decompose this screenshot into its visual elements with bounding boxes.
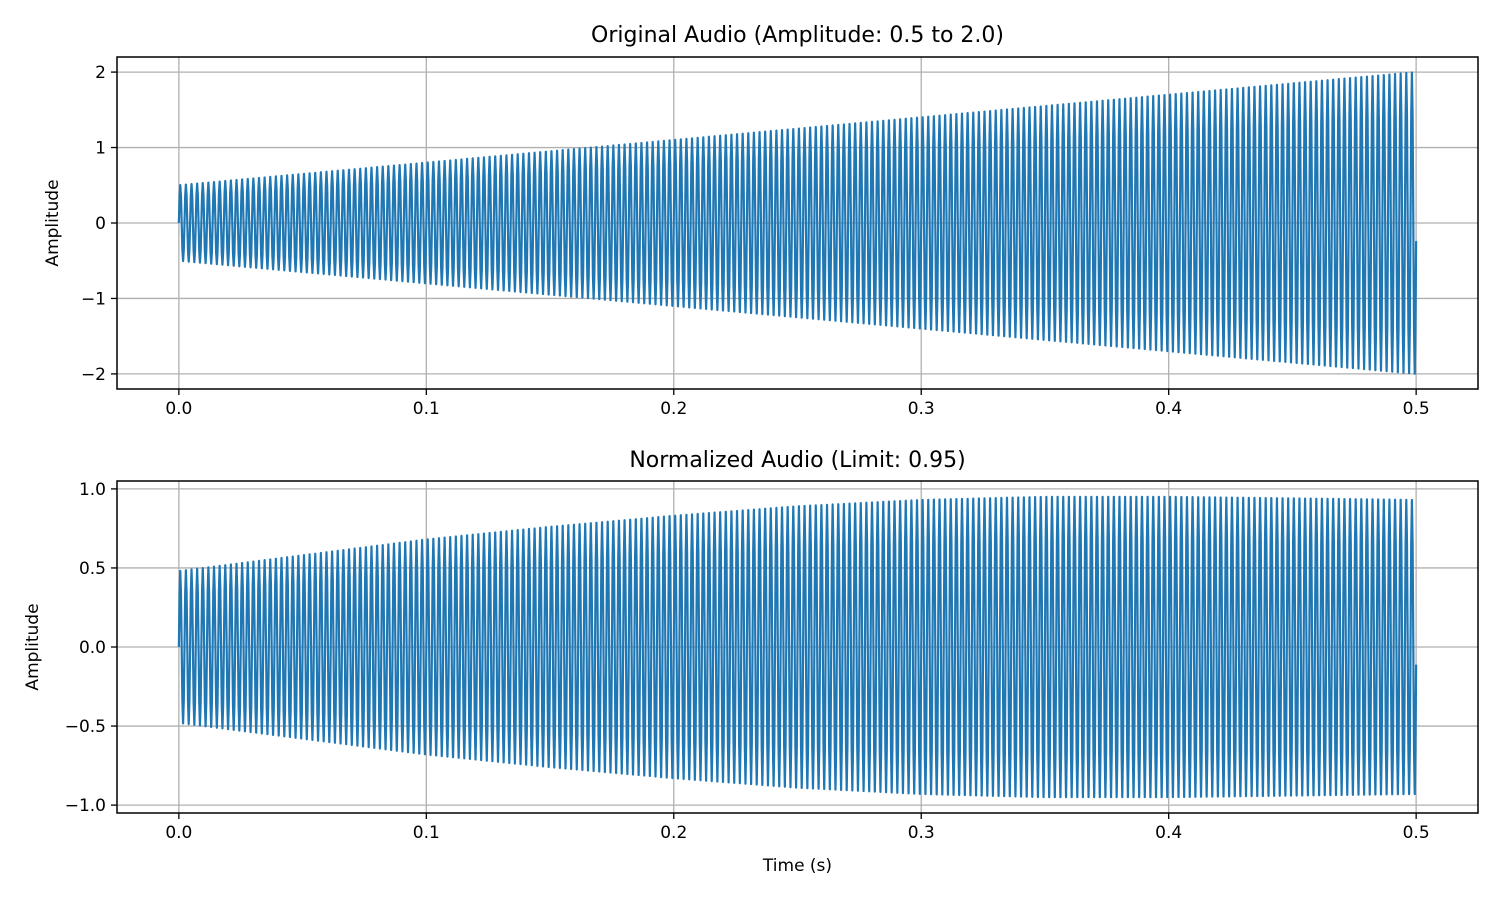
normalized-audio-ytick-label: −1.0 xyxy=(65,796,106,816)
original-audio-ytick-label: 2 xyxy=(95,63,106,83)
normalized-audio-ytick-label: −0.5 xyxy=(65,717,106,737)
normalized-audio-xtick-label: 0.4 xyxy=(1155,823,1182,843)
normalized-audio-ylabel: Amplitude xyxy=(23,603,43,690)
original-audio-xtick-label: 0.3 xyxy=(908,399,935,419)
original-audio-ylabel: Amplitude xyxy=(43,179,63,266)
original-audio-ytick-label: −1 xyxy=(81,289,106,309)
original-audio-waveform xyxy=(177,71,1418,375)
original-audio-xtick-label: 0.1 xyxy=(413,399,440,419)
normalized-audio-xtick-label: 0.2 xyxy=(660,823,687,843)
normalized-audio-xtick-label: 0.1 xyxy=(413,823,440,843)
normalized-audio-xtick-label: 0.3 xyxy=(908,823,935,843)
normalized-audio-xlabel: Time (s) xyxy=(762,856,832,876)
original-audio-title: Original Audio (Amplitude: 0.5 to 2.0) xyxy=(591,23,1004,48)
original-audio-xtick-label: 0.5 xyxy=(1403,399,1430,419)
original-audio-ytick-label: 1 xyxy=(95,139,106,159)
normalized-audio-ytick-label: 0.0 xyxy=(79,638,106,658)
normalized-audio-series-line xyxy=(177,495,1418,799)
normalized-audio-ytick-label: 1.0 xyxy=(79,480,106,500)
normalized-audio-xtick-label: 0.0 xyxy=(165,823,192,843)
original-audio-ytick-label: 0 xyxy=(95,214,106,234)
normalized-audio-title: Normalized Audio (Limit: 0.95) xyxy=(629,448,965,473)
original-audio-ytick-label: −2 xyxy=(81,365,106,385)
normalized-audio-axes: Normalized Audio (Limit: 0.95) 0.0 0.1 0.2… xyxy=(23,448,1479,876)
original-audio-xtick-label: 0.2 xyxy=(660,399,687,419)
original-audio-xtick-label: 0.4 xyxy=(1155,399,1182,419)
normalized-audio-waveform xyxy=(177,495,1418,799)
original-audio-series-line xyxy=(177,71,1418,375)
original-audio-xtick-label: 0.0 xyxy=(165,399,192,419)
normalized-audio-xtick-label: 0.5 xyxy=(1403,823,1430,843)
original-audio-ticks: 0.0 0.1 0.2 0.3 0.4 0.5 2 1 0 −1 −2 xyxy=(81,63,1430,419)
original-audio-axes: Original Audio (Amplitude: 0.5 to 2.0) 0… xyxy=(43,23,1479,419)
normalized-audio-ytick-label: 0.5 xyxy=(79,559,106,579)
normalized-audio-ticks: 0.0 0.1 0.2 0.3 0.4 0.5 1.0 0.5 0.0 −0.5 −1.0 xyxy=(65,480,1430,843)
